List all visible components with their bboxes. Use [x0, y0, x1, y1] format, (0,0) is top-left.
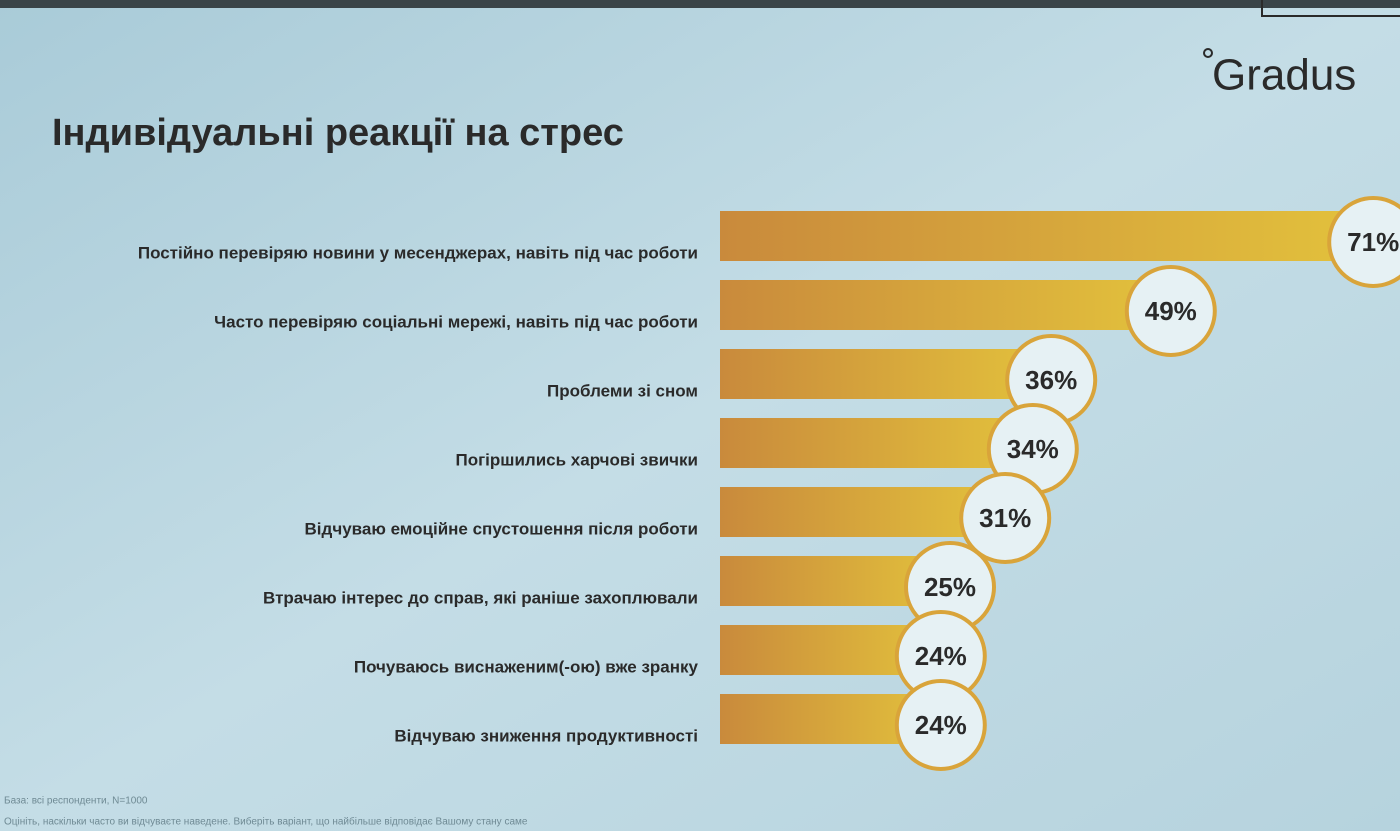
footnote: База: всі респонденти, N=1000 — [4, 796, 148, 807]
bar — [720, 487, 1006, 537]
category-label: Постійно перевіряю новини у месенджерах,… — [138, 243, 698, 262]
value-badge — [894, 679, 987, 771]
value-label: 36% — [1025, 365, 1077, 395]
value-label: 71% — [1347, 227, 1399, 257]
brand-logo: Gradus — [1212, 51, 1356, 100]
bar — [720, 418, 1033, 468]
bar — [720, 211, 1374, 261]
value-label: 24% — [915, 710, 967, 740]
category-label: Погіршились харчові звички — [456, 450, 699, 469]
value-label: 31% — [979, 503, 1031, 533]
value-label: 25% — [924, 572, 976, 602]
value-badge — [1124, 265, 1217, 357]
category-label: Проблеми зі сном — [547, 381, 698, 400]
bar — [720, 280, 1171, 330]
top-edge — [0, 0, 1400, 8]
category-label: Часто перевіряю соціальні мережі, навіть… — [214, 312, 698, 331]
chart-title: Індивідуальні реакції на стрес — [52, 112, 624, 154]
value-label: 24% — [915, 641, 967, 671]
value-badge — [1327, 196, 1400, 288]
value-label: 49% — [1145, 296, 1197, 326]
bar — [720, 349, 1052, 399]
category-label: Відчуваю зниження продуктивності — [394, 726, 698, 745]
footnote: Оцініть, наскільки часто ви відчуваєте н… — [4, 816, 528, 828]
frame — [1261, 0, 1400, 17]
category-label: Відчуваю емоційне спустошення після робо… — [305, 519, 698, 538]
value-label: 34% — [1007, 434, 1059, 464]
category-label: Почуваюсь виснаженим(-ою) вже зранку — [354, 657, 699, 676]
logo-dot — [1203, 48, 1213, 58]
value-badge — [959, 472, 1052, 564]
category-label: Втрачаю інтерес до справ, які раніше зах… — [263, 588, 698, 607]
